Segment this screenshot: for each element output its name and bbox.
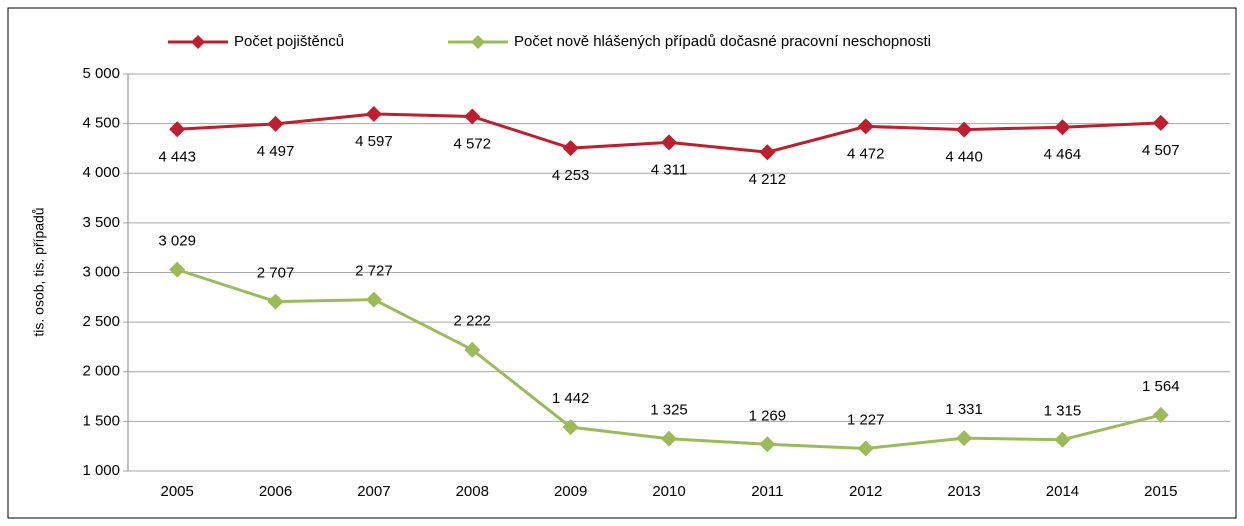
data-label: 1 269 <box>749 407 787 424</box>
data-label: 4 572 <box>453 135 491 152</box>
x-tick-label: 2008 <box>456 483 489 500</box>
x-tick-label: 2006 <box>259 483 292 500</box>
data-label: 2 222 <box>453 313 491 330</box>
point-marker <box>1152 114 1169 131</box>
data-label: 1 227 <box>847 411 885 428</box>
data-label: 4 253 <box>552 167 590 184</box>
point-marker <box>169 261 186 278</box>
data-label: 1 442 <box>552 390 590 407</box>
legend-label: Počet nově hlášených případů dočasné pra… <box>514 33 931 50</box>
data-label: 3 029 <box>158 233 196 250</box>
y-tick-label: 2 000 <box>82 363 120 380</box>
point-marker <box>759 144 776 161</box>
x-tick-label: 2015 <box>1144 483 1177 500</box>
y-tick-label: 1 000 <box>82 462 120 479</box>
point-marker <box>464 108 481 125</box>
chart-frame <box>7 7 1237 519</box>
y-axis-title: tis. osob, tis. případů <box>31 207 47 336</box>
data-label: 4 443 <box>158 148 196 165</box>
data-label: 1 564 <box>1142 378 1180 395</box>
point-marker <box>661 134 677 151</box>
y-tick-label: 4 000 <box>82 164 120 181</box>
data-label: 2 727 <box>355 263 393 280</box>
y-tick-label: 2 500 <box>82 313 120 330</box>
data-label: 2 707 <box>257 265 295 282</box>
point-marker <box>857 440 874 457</box>
point-marker <box>857 118 874 135</box>
point-marker <box>759 436 776 453</box>
legend-label: Počet pojištěnců <box>234 33 344 50</box>
x-tick-label: 2005 <box>160 483 193 500</box>
x-tick-label: 2010 <box>652 483 685 500</box>
x-tick-label: 2013 <box>947 483 980 500</box>
point-marker <box>661 430 677 447</box>
point-marker <box>956 121 973 138</box>
point-marker <box>562 140 579 157</box>
point-marker <box>464 341 481 358</box>
point-marker <box>562 419 579 436</box>
point-marker <box>956 430 973 447</box>
data-label: 4 212 <box>749 171 787 188</box>
point-marker <box>169 121 186 138</box>
data-label: 4 472 <box>847 145 885 162</box>
y-tick-label: 4 500 <box>82 115 120 132</box>
x-tick-label: 2011 <box>751 483 783 500</box>
point-marker <box>365 105 382 122</box>
x-tick-label: 2014 <box>1046 483 1079 500</box>
point-marker <box>365 291 382 308</box>
x-tick-label: 2012 <box>849 483 882 500</box>
data-label: 1 325 <box>650 402 688 419</box>
data-label: 4 440 <box>945 149 983 166</box>
y-tick-label: 5 000 <box>82 65 120 82</box>
point-marker <box>1152 407 1169 424</box>
y-tick-label: 1 500 <box>82 412 120 429</box>
point-marker <box>1054 431 1071 448</box>
point-marker <box>267 115 284 132</box>
x-tick-label: 2009 <box>554 483 587 500</box>
data-label: 4 507 <box>1142 142 1180 159</box>
data-label: 4 464 <box>1044 146 1082 163</box>
data-label: 1 331 <box>945 401 983 418</box>
legend-marker <box>471 35 485 49</box>
y-tick-label: 3 000 <box>82 263 120 280</box>
data-label: 4 497 <box>257 143 295 160</box>
data-label: 4 597 <box>355 133 393 150</box>
point-marker <box>267 293 284 310</box>
x-tick-label: 2007 <box>357 483 390 500</box>
point-marker <box>1054 119 1071 136</box>
y-tick-label: 3 500 <box>82 214 120 231</box>
data-label: 1 315 <box>1044 403 1082 420</box>
data-label: 4 311 <box>651 161 687 178</box>
legend-marker <box>191 35 205 49</box>
